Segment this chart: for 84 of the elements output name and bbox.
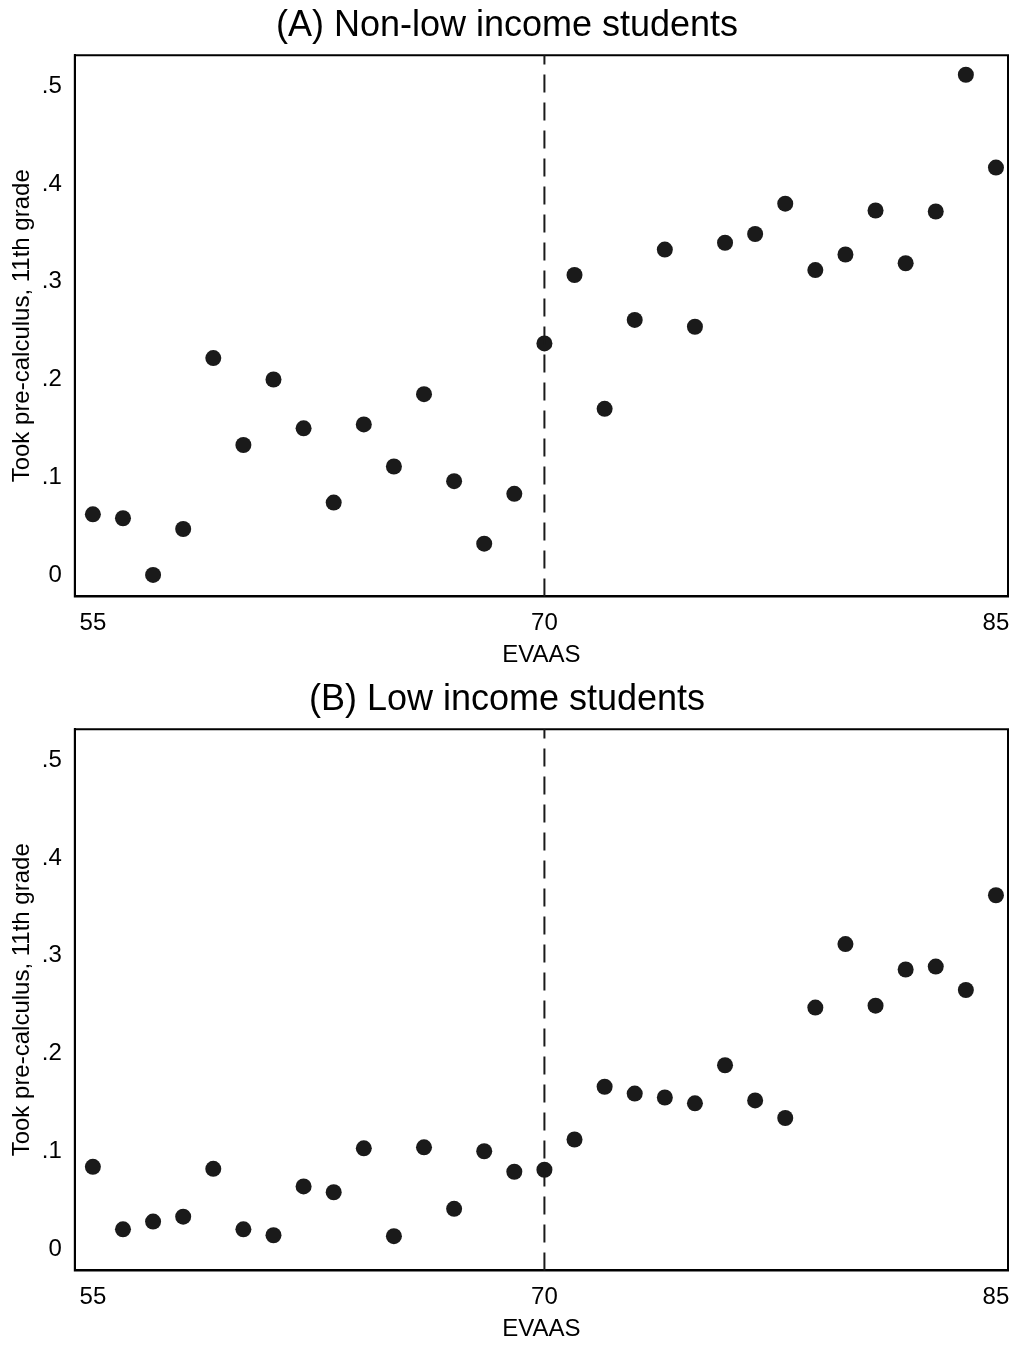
point xyxy=(686,1095,703,1112)
point xyxy=(506,1163,523,1180)
point xyxy=(205,350,222,367)
y-tick-label: .5 xyxy=(41,71,62,99)
point xyxy=(175,520,192,537)
point xyxy=(235,1221,252,1238)
x-tick-label: 55 xyxy=(79,608,107,636)
point xyxy=(385,1228,402,1245)
point xyxy=(927,958,944,975)
y-axis-title: Took pre-calculus, 11th grade xyxy=(7,843,35,1157)
point xyxy=(777,1110,794,1126)
y-tick-label: 0 xyxy=(48,559,62,587)
x-tick-label: 70 xyxy=(531,608,558,636)
x-tick-label: 70 xyxy=(531,1282,558,1310)
y-tick-label: .2 xyxy=(41,364,62,392)
y-tick-label: 0 xyxy=(48,1233,62,1261)
point xyxy=(807,999,824,1016)
point xyxy=(717,1057,734,1074)
y-tick-label: .4 xyxy=(41,842,62,870)
point xyxy=(686,318,703,335)
point xyxy=(867,997,884,1014)
point xyxy=(265,1227,282,1244)
point xyxy=(355,1140,372,1157)
point xyxy=(235,436,252,453)
point xyxy=(656,241,673,258)
y-tick-label: .3 xyxy=(41,266,62,294)
point xyxy=(476,535,493,552)
point xyxy=(325,494,342,511)
point xyxy=(385,458,402,475)
point xyxy=(145,1213,162,1230)
y-tick-label: .1 xyxy=(41,461,62,489)
point xyxy=(175,1208,192,1225)
point xyxy=(325,1184,342,1201)
point xyxy=(957,66,974,83)
point xyxy=(295,1178,312,1195)
y-axis-title: Took pre-calculus, 11th grade xyxy=(7,169,35,483)
y-tick-label: .4 xyxy=(41,168,62,196)
point xyxy=(626,1085,643,1102)
point xyxy=(596,400,613,417)
point xyxy=(777,195,794,212)
point xyxy=(566,267,583,283)
x-tick-label: 85 xyxy=(982,608,1010,636)
y-tick-label: .5 xyxy=(41,745,62,773)
point xyxy=(987,887,1004,904)
point xyxy=(114,510,131,527)
point xyxy=(867,202,884,219)
point xyxy=(566,1131,583,1148)
point xyxy=(626,311,643,328)
point xyxy=(897,961,914,978)
point xyxy=(145,566,162,583)
point xyxy=(416,386,433,403)
point xyxy=(416,1139,433,1156)
point xyxy=(446,1200,463,1217)
point xyxy=(656,1089,673,1106)
point xyxy=(897,255,914,272)
point xyxy=(957,982,974,999)
chart-title: (B) Low income students xyxy=(308,676,706,718)
point xyxy=(265,371,282,388)
point xyxy=(476,1143,493,1160)
point xyxy=(927,203,944,220)
y-tick-label: .3 xyxy=(41,940,62,968)
point xyxy=(446,473,463,490)
point xyxy=(837,246,854,263)
point xyxy=(987,159,1004,176)
y-tick-label: .1 xyxy=(41,1135,62,1163)
x-tick-label: 55 xyxy=(79,1282,107,1310)
x-axis-title: EVAAS xyxy=(502,1314,581,1342)
x-tick-label: 85 xyxy=(982,1282,1010,1310)
point xyxy=(114,1221,131,1238)
point xyxy=(205,1160,222,1177)
chart-title: (A) Non-low income students xyxy=(275,2,739,44)
y-tick-label: .2 xyxy=(41,1038,62,1066)
point xyxy=(596,1078,613,1095)
point xyxy=(355,416,372,433)
point xyxy=(84,506,101,523)
point xyxy=(506,485,523,502)
x-axis-title: EVAAS xyxy=(502,640,581,668)
point xyxy=(295,420,312,437)
point xyxy=(837,936,854,953)
point xyxy=(747,1092,764,1109)
point xyxy=(807,262,824,279)
point xyxy=(84,1158,101,1175)
point xyxy=(747,225,764,242)
point xyxy=(717,234,734,251)
